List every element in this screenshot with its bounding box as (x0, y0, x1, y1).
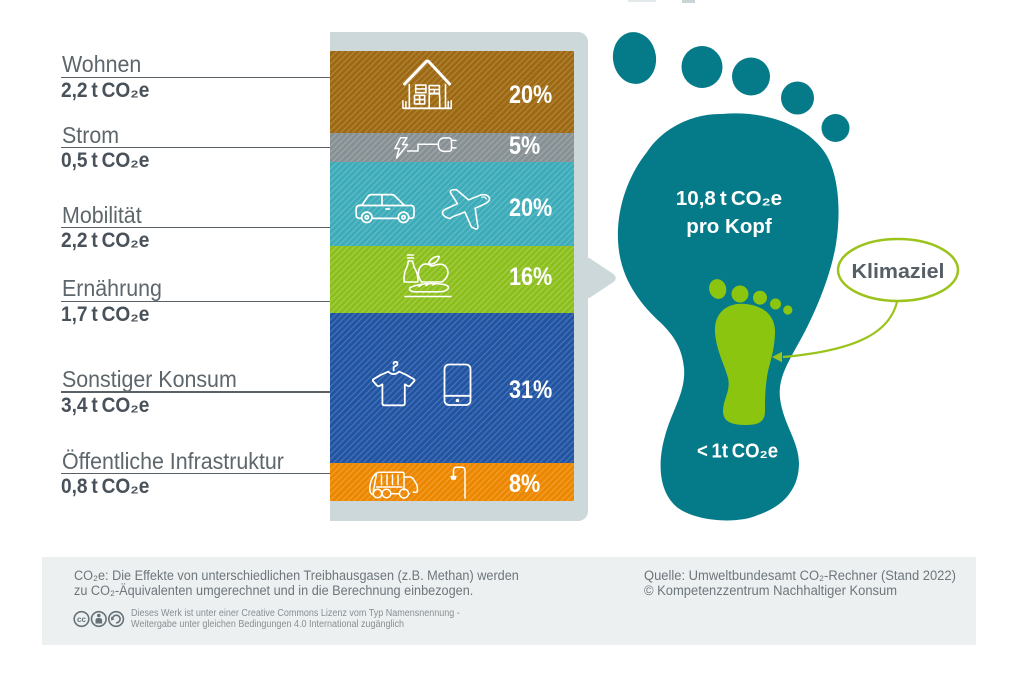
svg-text:Klimaziel: Klimaziel (852, 260, 945, 283)
svg-text:< 1t CO₂e: < 1t CO₂e (697, 440, 778, 463)
svg-text:pro Kopf: pro Kopf (686, 215, 772, 238)
svg-text:10,8 t CO₂e: 10,8 t CO₂e (676, 187, 782, 210)
svg-text:cc: cc (77, 615, 86, 624)
